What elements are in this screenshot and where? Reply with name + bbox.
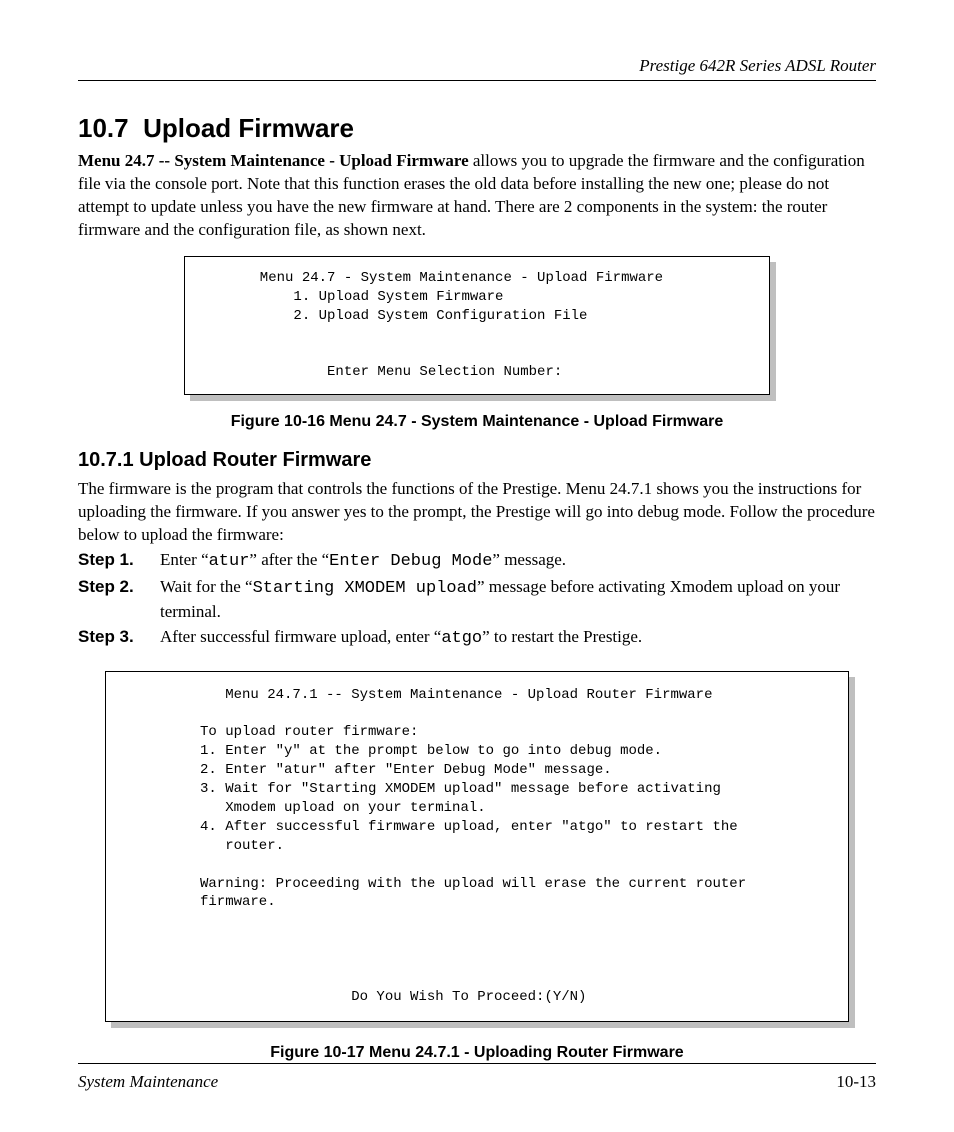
text: ” message. xyxy=(492,550,566,569)
menu-24-7-content: Menu 24.7 - System Maintenance - Upload … xyxy=(184,256,770,395)
intro-bold: Menu 24.7 -- System Maintenance - Upload… xyxy=(78,151,469,170)
text: Enter “ xyxy=(160,550,209,569)
cmd-atgo: atgo xyxy=(441,629,482,648)
step-2-label: Step 2. xyxy=(78,576,160,624)
subsection-paragraph: The firmware is the program that control… xyxy=(78,478,876,547)
figure-10-17-caption: Figure 10-17 Menu 24.7.1 - Uploading Rou… xyxy=(78,1044,876,1062)
section-number: 10.7 xyxy=(78,113,129,143)
cmd-starting-xmodem: Starting XMODEM upload xyxy=(253,579,477,598)
section-title-text: Upload Firmware xyxy=(143,113,354,143)
page-header: Prestige 642R Series ADSL Router xyxy=(78,56,876,81)
step-1-body: Enter “atur” after the “Enter Debug Mode… xyxy=(160,549,876,574)
figure-10-16-caption: Figure 10-16 Menu 24.7 - System Maintena… xyxy=(78,413,876,431)
cmd-atur: atur xyxy=(209,552,250,571)
step-1: Step 1. Enter “atur” after the “Enter De… xyxy=(78,549,876,574)
step-3-body: After successful firmware upload, enter … xyxy=(160,626,876,651)
subsection-number: 10.7.1 xyxy=(78,449,134,471)
subsection-title-text: Upload Router Firmware xyxy=(139,449,371,471)
menu-24-7-1-content: Menu 24.7.1 -- System Maintenance - Uplo… xyxy=(105,671,849,1022)
text: ” to restart the Prestige. xyxy=(482,627,642,646)
footer-page-number: 10-13 xyxy=(836,1072,876,1092)
step-3: Step 3. After successful firmware upload… xyxy=(78,626,876,651)
page-footer: System Maintenance 10-13 xyxy=(78,1063,876,1092)
step-2: Step 2. Wait for the “Starting XMODEM up… xyxy=(78,576,876,624)
step-1-label: Step 1. xyxy=(78,549,160,574)
text: After successful firmware upload, enter … xyxy=(160,627,441,646)
text: Wait for the “ xyxy=(160,577,253,596)
text: ” after the “ xyxy=(249,550,329,569)
menu-24-7-box: Menu 24.7 - System Maintenance - Upload … xyxy=(184,256,770,395)
section-heading: 10.7 Upload Firmware xyxy=(78,113,876,144)
step-2-body: Wait for the “Starting XMODEM upload” me… xyxy=(160,576,876,624)
footer-section-name: System Maintenance xyxy=(78,1072,218,1092)
subsection-heading: 10.7.1 Upload Router Firmware xyxy=(78,449,876,472)
menu-24-7-1-box: Menu 24.7.1 -- System Maintenance - Uplo… xyxy=(105,671,849,1022)
intro-paragraph: Menu 24.7 -- System Maintenance - Upload… xyxy=(78,150,876,242)
cmd-enter-debug-mode: Enter Debug Mode xyxy=(329,552,492,571)
product-name: Prestige 642R Series ADSL Router xyxy=(639,56,876,75)
page: Prestige 642R Series ADSL Router 10.7 Up… xyxy=(0,0,954,1132)
step-3-label: Step 3. xyxy=(78,626,160,651)
